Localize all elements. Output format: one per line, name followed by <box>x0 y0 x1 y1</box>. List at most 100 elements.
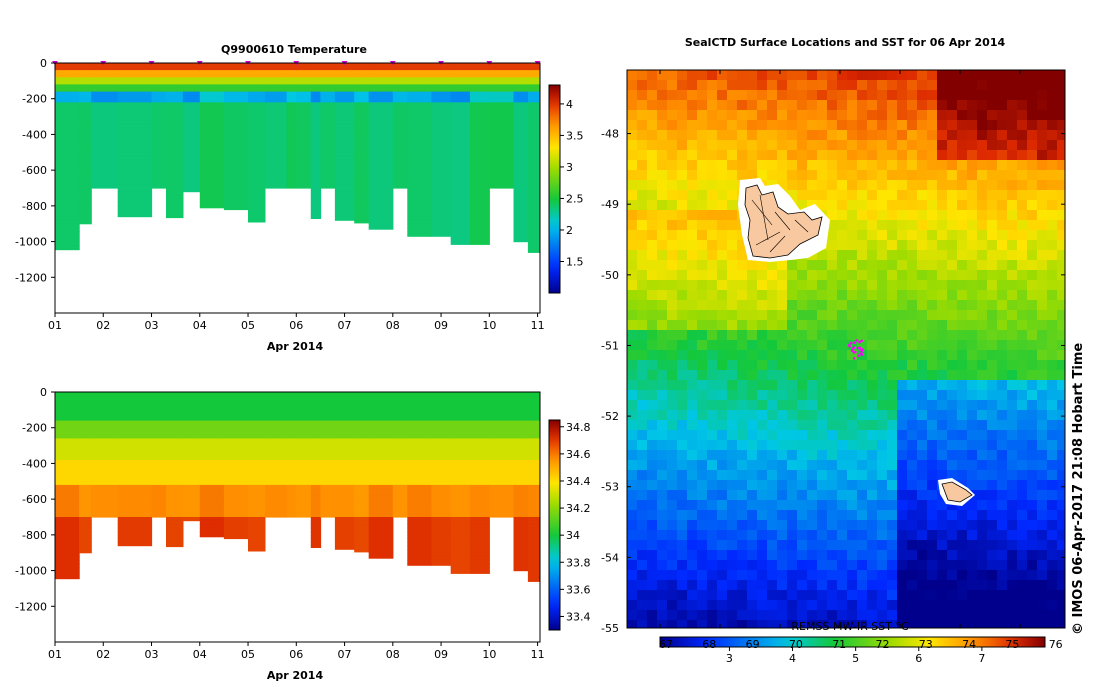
x-tick-label: 04 <box>193 319 207 332</box>
heatmap-cell <box>310 467 322 472</box>
heatmap-cell <box>223 116 249 121</box>
sst-cell <box>827 230 838 241</box>
heatmap-cell <box>470 502 490 507</box>
heatmap-cell <box>264 399 288 404</box>
heatmap-cell <box>431 66 452 71</box>
heatmap-cell <box>513 513 529 518</box>
sst-cell <box>1047 290 1058 301</box>
sst-cell <box>857 170 868 181</box>
heatmap-cell <box>407 230 432 236</box>
heatmap-cell <box>450 470 471 475</box>
heatmap-cell <box>392 184 408 189</box>
heatmap-cell <box>392 155 408 161</box>
x-tick-label: 01 <box>48 319 62 332</box>
heatmap-cell <box>450 406 471 411</box>
heatmap-cell <box>91 80 119 86</box>
sst-cell <box>817 570 828 581</box>
sst-cell <box>757 550 768 561</box>
heatmap-cell <box>223 70 249 75</box>
sst-cell <box>907 130 918 141</box>
sst-cell <box>877 390 888 401</box>
sst-cell <box>947 520 958 531</box>
sst-cell <box>917 620 928 628</box>
heatmap-cell <box>310 406 322 411</box>
sst-cell <box>687 150 698 161</box>
sst-cell <box>767 560 778 571</box>
sst-cell <box>1037 580 1048 591</box>
heatmap-cell <box>55 123 80 128</box>
heatmap-cell <box>431 109 452 114</box>
heatmap-cell <box>79 520 92 525</box>
lat-tick-label: -55 <box>601 622 619 635</box>
heatmap-cell <box>320 499 336 504</box>
sst-cell <box>677 210 688 221</box>
sst-cell <box>877 70 888 81</box>
heatmap-cell <box>310 109 322 114</box>
sst-cell <box>927 470 938 481</box>
sst-cell <box>1027 580 1038 591</box>
heatmap-cell <box>368 517 394 522</box>
heatmap-cell <box>151 395 167 400</box>
sst-cell <box>867 160 878 171</box>
heatmap-cell <box>151 91 167 96</box>
heatmap-cell <box>182 474 201 479</box>
heatmap-cell <box>79 438 92 443</box>
sst-cell <box>697 260 708 271</box>
salinity-panel: 0-200-400-600-800-1000-1200 01 02 03 04 05 06… <box>15 386 590 682</box>
sst-cell <box>707 290 718 301</box>
heatmap-cell <box>264 98 288 103</box>
sst-cell <box>1047 390 1058 401</box>
sst-cell <box>987 140 998 151</box>
sst-cell <box>727 270 738 281</box>
heatmap-cell <box>320 109 336 114</box>
sst-cell <box>877 590 888 601</box>
heatmap-cell <box>182 506 201 511</box>
sst-cell <box>787 110 798 121</box>
sst-cell <box>667 430 678 441</box>
sst-cell <box>637 190 648 201</box>
heatmap-cell <box>166 395 184 400</box>
heatmap-cell <box>264 73 288 78</box>
heatmap-cell <box>286 177 297 182</box>
sst-cell <box>787 530 798 541</box>
heatmap-cell <box>286 452 297 457</box>
heatmap-cell <box>310 105 322 111</box>
heatmap-cell <box>310 438 322 443</box>
heatmap-cell <box>368 66 394 71</box>
heatmap-cell <box>199 80 225 86</box>
heatmap-cell <box>91 95 119 100</box>
sst-cell <box>1017 210 1028 221</box>
heatmap-cell <box>354 474 370 479</box>
heatmap-cell <box>368 399 394 404</box>
heatmap-cell <box>320 463 336 468</box>
heatmap-cell <box>223 431 249 436</box>
sst-cell <box>977 570 988 581</box>
sst-cell <box>957 310 968 321</box>
sst-cell <box>837 280 848 291</box>
heatmap-cell <box>368 138 394 143</box>
sst-cell <box>867 180 878 191</box>
heatmap-cell <box>199 205 225 209</box>
sst-cell <box>837 70 848 81</box>
heatmap-cell <box>513 559 529 565</box>
sst-cell <box>877 110 888 121</box>
heatmap-cell <box>527 484 540 490</box>
heatmap-cell <box>392 138 408 143</box>
heatmap-cell <box>431 180 452 186</box>
heatmap-cell <box>431 123 452 128</box>
heatmap-cell <box>117 470 153 475</box>
sst-cell <box>927 70 938 81</box>
sst-cell <box>977 600 988 611</box>
sst-cell <box>897 530 908 541</box>
sst-cell <box>687 540 698 551</box>
heatmap-cell <box>470 202 490 207</box>
heatmap-cell <box>527 234 540 239</box>
sst-cell <box>817 290 828 301</box>
sst-cell <box>907 340 918 351</box>
heatmap-cell <box>286 467 297 472</box>
sst-cell <box>857 570 868 581</box>
heatmap-cell <box>368 145 394 150</box>
sst-cell <box>827 130 838 141</box>
heatmap-cell <box>407 130 432 136</box>
heatmap-cell <box>354 123 370 128</box>
